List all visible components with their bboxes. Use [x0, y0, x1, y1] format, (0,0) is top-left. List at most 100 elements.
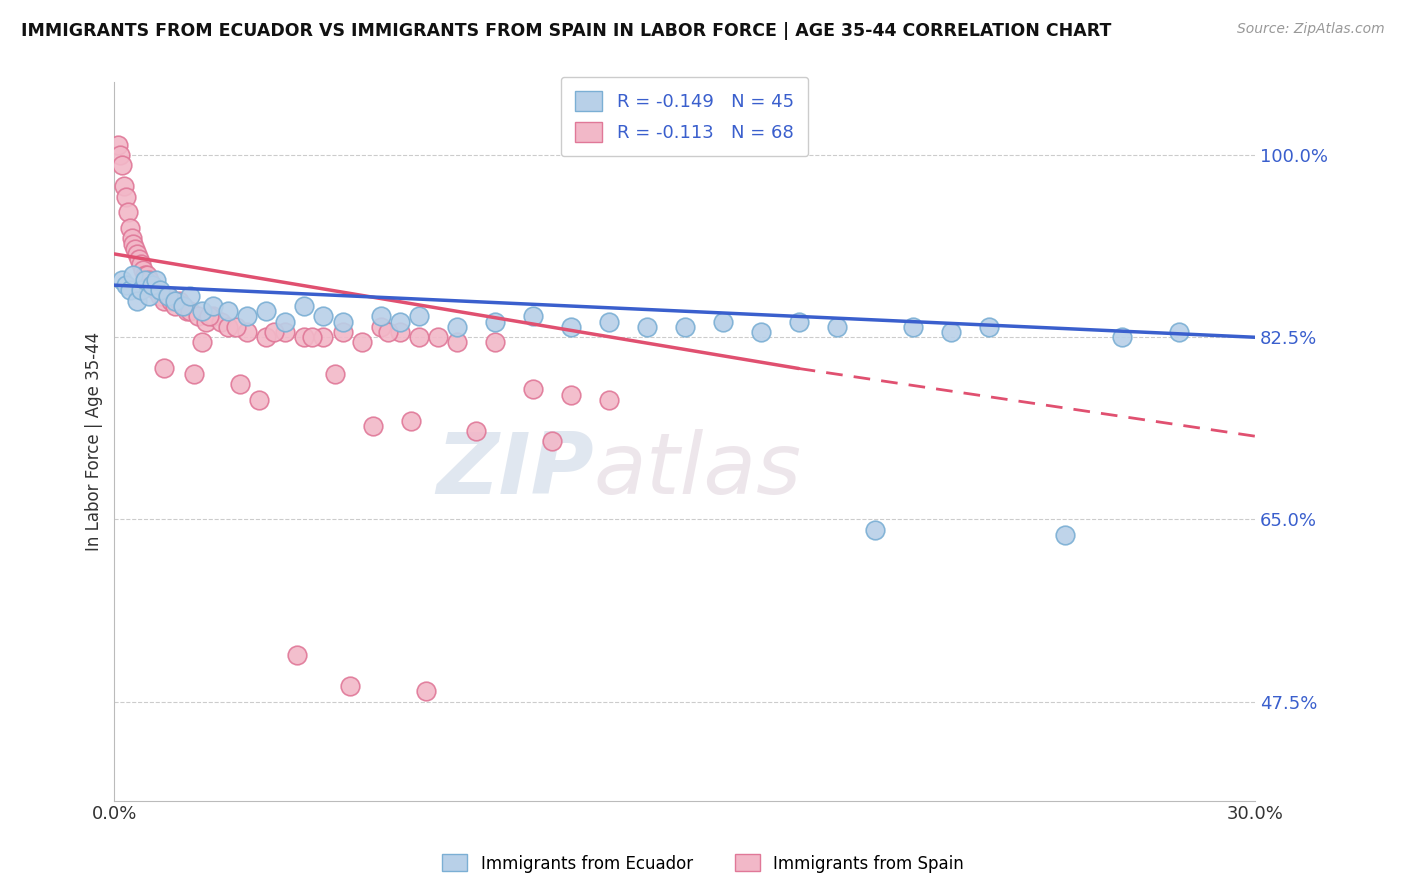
Point [673, 319, 696, 334]
Point [749, 325, 772, 339]
Point [156, 288, 179, 302]
Point [149, 284, 172, 298]
Point [156, 288, 179, 302]
Point [108, 148, 131, 162]
Point [598, 315, 620, 329]
Text: atlas: atlas [593, 429, 801, 512]
Point [179, 288, 201, 302]
Point [129, 257, 152, 271]
Point [370, 310, 392, 324]
Y-axis label: In Labor Force | Age 35-44: In Labor Force | Age 35-44 [86, 332, 103, 551]
Point [160, 293, 183, 308]
Point [202, 299, 225, 313]
Point [153, 293, 176, 308]
Point [145, 273, 167, 287]
Point [415, 684, 437, 698]
Point [209, 315, 232, 329]
Point [977, 319, 1000, 334]
Point [153, 361, 176, 376]
Point [118, 221, 141, 235]
Point [107, 137, 129, 152]
Point [332, 315, 354, 329]
Point [202, 310, 225, 324]
Point [339, 679, 361, 693]
Point [484, 315, 506, 329]
Point [294, 299, 316, 313]
Point [939, 325, 962, 339]
Point [167, 293, 190, 308]
Point [194, 315, 217, 329]
Point [522, 382, 544, 396]
Point [787, 315, 810, 329]
Point [114, 190, 136, 204]
Point [112, 179, 135, 194]
Point [229, 377, 252, 392]
Point [134, 268, 156, 282]
Point [426, 330, 449, 344]
Point [388, 325, 411, 339]
Point [332, 325, 354, 339]
Point [446, 319, 468, 334]
Point [225, 319, 247, 334]
Point [141, 278, 163, 293]
Point [165, 293, 187, 308]
Point [191, 304, 214, 318]
Text: ZIP: ZIP [436, 429, 593, 512]
Point [118, 284, 141, 298]
Point [312, 310, 335, 324]
Point [312, 330, 335, 344]
Point [446, 335, 468, 350]
Point [138, 288, 160, 302]
Point [236, 325, 259, 339]
Point [464, 424, 486, 438]
Text: Source: ZipAtlas.com: Source: ZipAtlas.com [1237, 22, 1385, 37]
Point [408, 330, 430, 344]
Point [114, 278, 136, 293]
Point [560, 387, 582, 401]
Point [134, 273, 156, 287]
Point [132, 262, 155, 277]
Text: IMMIGRANTS FROM ECUADOR VS IMMIGRANTS FROM SPAIN IN LABOR FORCE | AGE 35-44 CORR: IMMIGRANTS FROM ECUADOR VS IMMIGRANTS FR… [21, 22, 1112, 40]
Legend: Immigrants from Ecuador, Immigrants from Spain: Immigrants from Ecuador, Immigrants from… [436, 847, 970, 880]
Point [172, 299, 194, 313]
Point [256, 330, 278, 344]
Point [117, 205, 139, 219]
Point [179, 304, 201, 318]
Point [256, 304, 278, 318]
Point [711, 315, 734, 329]
Point [274, 315, 297, 329]
Point [122, 268, 145, 282]
Point [263, 325, 285, 339]
Point [127, 247, 149, 261]
Point [484, 335, 506, 350]
Point [121, 231, 143, 245]
Point [323, 367, 346, 381]
Point [141, 278, 163, 293]
Point [560, 319, 582, 334]
Point [247, 392, 270, 407]
Point [399, 413, 422, 427]
Point [370, 319, 392, 334]
Point [138, 273, 160, 287]
Point [127, 293, 149, 308]
Point [124, 242, 146, 256]
Point [350, 335, 373, 350]
Point [863, 523, 886, 537]
Point [1111, 330, 1133, 344]
Point [128, 252, 150, 267]
Point [522, 310, 544, 324]
Point [408, 310, 430, 324]
Point [540, 434, 562, 449]
Point [111, 273, 134, 287]
Point [598, 392, 620, 407]
Point [901, 319, 924, 334]
Point [236, 310, 259, 324]
Point [636, 319, 658, 334]
Point [388, 315, 411, 329]
Point [183, 367, 205, 381]
Point [825, 319, 848, 334]
Point [122, 236, 145, 251]
Point [1167, 325, 1189, 339]
Point [217, 319, 239, 334]
Point [165, 299, 187, 313]
